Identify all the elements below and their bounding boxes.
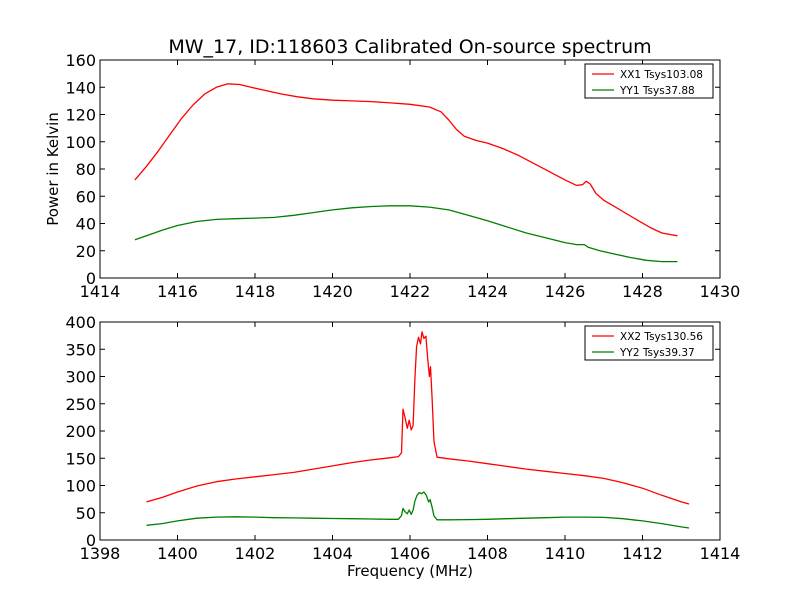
x-tick-label: 1414 xyxy=(700,544,741,563)
x-tick-label: 1412 xyxy=(622,544,663,563)
legend-entry: YY2 Tsys39.37 xyxy=(619,347,695,359)
legend-entry: XX1 Tsys103.08 xyxy=(620,69,703,81)
y-tick-label: 80 xyxy=(76,160,96,179)
y-tick-label: 200 xyxy=(65,422,96,441)
y-tick-label: 250 xyxy=(65,395,96,414)
y-tick-label: 100 xyxy=(65,133,96,152)
x-tick-label: 1418 xyxy=(235,282,276,301)
top-panel: 1414 1416 1418 1420 1422 1424 1426 1428 1430 0 20 4… xyxy=(65,51,740,301)
x-tick-label: 1420 xyxy=(312,282,353,301)
x-tick-label: 1428 xyxy=(622,282,663,301)
y-tick-label: 20 xyxy=(76,242,96,261)
y-axis-label: Power in Kelvin xyxy=(44,112,62,226)
y-tick-label: 50 xyxy=(76,504,96,523)
legend: XX2 Tsys130.56 YY2 Tsys39.37 xyxy=(584,325,714,361)
x-tick-label: 1426 xyxy=(545,282,586,301)
x-tick-label: 1422 xyxy=(390,282,431,301)
y-tick-label: 160 xyxy=(65,51,96,70)
series-line-2-1 xyxy=(146,331,690,505)
y-tick-label: 100 xyxy=(65,477,96,496)
x-tick-label: 1416 xyxy=(157,282,198,301)
y-tick-label: 120 xyxy=(65,106,96,125)
bottom-panel: 1398 1400 1402 1404 1406 1408 1410 1412 1414 0 50 1… xyxy=(65,313,740,563)
y-tick-label: 300 xyxy=(65,368,96,387)
chart-title: MW_17, ID:118603 Calibrated On-source sp… xyxy=(168,36,651,58)
legend-entry: YY1 Tsys37.88 xyxy=(619,85,695,97)
x-tick-label: 1404 xyxy=(312,544,353,563)
legend-entry: XX2 Tsys130.56 xyxy=(620,331,703,343)
series-line-1-1 xyxy=(134,83,678,237)
x-tick-label: 1408 xyxy=(467,544,508,563)
y-tick-label: 350 xyxy=(65,340,96,359)
legend-box xyxy=(584,325,714,361)
y-tick-label: 140 xyxy=(65,78,96,97)
x-tick-label: 1414 xyxy=(80,282,121,301)
x-axis-label: Frequency (MHz) xyxy=(347,562,473,580)
y-tick-label: 150 xyxy=(65,449,96,468)
x-tick-label: 1424 xyxy=(467,282,508,301)
y-tick-label: 400 xyxy=(65,313,96,332)
y-tick-label: 0 xyxy=(86,269,96,288)
legend: XX1 Tsys103.08 YY1 Tsys37.88 xyxy=(584,63,714,99)
x-tick-label: 1430 xyxy=(700,282,741,301)
x-tick-label: 1410 xyxy=(545,544,586,563)
x-tick-label: 1406 xyxy=(390,544,431,563)
y-tick-label: 40 xyxy=(76,215,96,234)
x-tick-label: 1398 xyxy=(80,544,121,563)
y-tick-label: 0 xyxy=(86,531,96,550)
series-line-2-2 xyxy=(146,491,690,529)
x-tick-label: 1402 xyxy=(235,544,276,563)
series-line-1-2 xyxy=(134,205,678,263)
y-tick-label: 60 xyxy=(76,187,96,206)
legend-box xyxy=(584,63,714,99)
x-tick-label: 1400 xyxy=(157,544,198,563)
